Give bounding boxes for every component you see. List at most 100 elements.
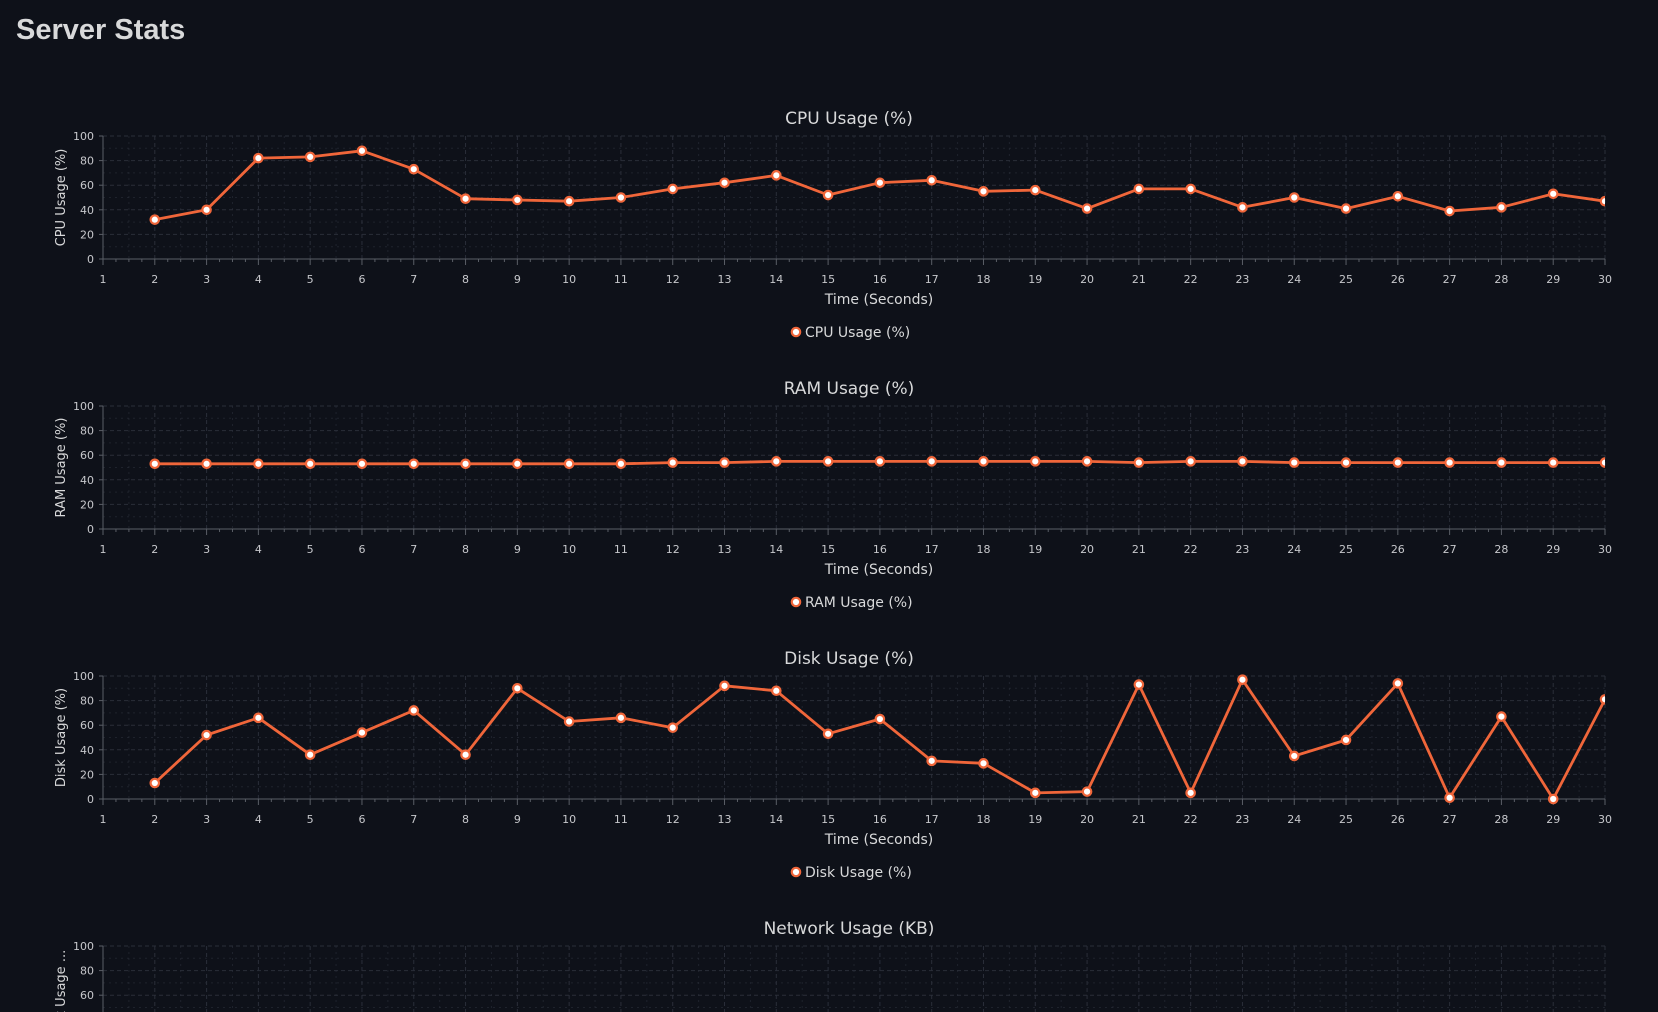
series-0: [149, 456, 1605, 470]
y-tick-label: 40: [80, 474, 94, 487]
x-tick-label: 23: [1235, 273, 1249, 286]
data-point: [1599, 694, 1605, 705]
x-tick-label: 23: [1235, 543, 1249, 556]
y-tick-label: 80: [80, 695, 94, 708]
data-point: [822, 728, 834, 740]
data-point: [1133, 183, 1145, 195]
x-tick-label: 9: [514, 543, 521, 556]
x-tick-label: 3: [203, 543, 210, 556]
chart-title: CPU Usage (%): [785, 109, 913, 129]
x-tick-label: 25: [1339, 273, 1353, 286]
x-tick-label: 6: [358, 543, 365, 556]
data-point: [1288, 457, 1300, 468]
data-point: [1547, 188, 1559, 200]
x-tick-label: 17: [925, 273, 939, 286]
data-point: [822, 456, 834, 467]
data-point: [408, 705, 420, 716]
data-point: [563, 716, 575, 727]
data-point: [1599, 195, 1605, 207]
data-point: [1340, 457, 1352, 468]
data-point: [408, 458, 420, 470]
y-axis-label: RAM Usage (%): [54, 418, 69, 518]
legend-label: RAM Usage (%): [805, 595, 913, 611]
x-tick-label: 8: [462, 813, 469, 826]
x-tick-label: 21: [1132, 813, 1146, 826]
x-tick-label: 12: [666, 543, 680, 556]
y-tick-label: 0: [87, 793, 94, 806]
data-point: [1340, 734, 1352, 746]
data-point: [253, 152, 264, 164]
data-point: [201, 729, 212, 741]
x-tick-label: 19: [1028, 543, 1042, 556]
data-point: [1288, 750, 1300, 762]
x-tick-label: 15: [821, 543, 835, 556]
data-point: [719, 680, 730, 692]
x-tick-label: 4: [255, 813, 262, 826]
data-point: [1547, 793, 1559, 805]
x-tick-label: 17: [925, 813, 939, 826]
y-tick-label: 80: [80, 425, 94, 438]
y-tick-label: 20: [80, 498, 94, 511]
chart-title: Disk Usage (%): [784, 649, 914, 669]
data-point: [874, 456, 886, 467]
data-point: [1288, 192, 1300, 203]
x-tick-label: 16: [873, 813, 887, 826]
data-point: [1496, 457, 1507, 468]
data-point: [1340, 203, 1352, 214]
y-tick-label: 100: [73, 130, 94, 143]
data-point: [253, 712, 264, 724]
x-tick-label: 28: [1494, 813, 1508, 826]
data-point: [304, 749, 316, 761]
y-tick-label: 40: [80, 744, 94, 757]
x-tick-label: 21: [1132, 273, 1146, 286]
x-tick-label: 12: [666, 273, 680, 286]
data-point: [667, 722, 679, 733]
data-point: [719, 457, 730, 468]
data-point: [926, 456, 937, 467]
data-point: [615, 192, 627, 203]
data-point: [771, 456, 782, 467]
series-0: [149, 145, 1605, 225]
data-point: [1496, 202, 1507, 213]
data-point: [978, 456, 989, 467]
data-point: [771, 170, 782, 181]
data-point: [1496, 711, 1507, 722]
x-tick-label: 7: [410, 543, 417, 556]
x-tick-label: 27: [1443, 273, 1457, 286]
x-tick-label: 30: [1598, 273, 1612, 286]
x-tick-label: 2: [151, 543, 158, 556]
x-tick-label: 20: [1080, 273, 1094, 286]
data-point: [1133, 679, 1145, 690]
x-tick-label: 8: [462, 543, 469, 556]
x-tick-label: 30: [1598, 543, 1612, 556]
data-point: [201, 204, 212, 216]
x-tick-label: 5: [307, 543, 314, 556]
x-tick-label: 1: [100, 543, 107, 556]
y-axis-label: Network Usage ...: [54, 950, 69, 1012]
data-point: [512, 682, 523, 694]
data-point: [460, 458, 471, 470]
x-tick-label: 18: [976, 273, 990, 286]
chart-title: RAM Usage (%): [784, 379, 915, 399]
data-point: [563, 458, 575, 470]
data-point: [1081, 203, 1093, 214]
x-tick-label: 16: [873, 543, 887, 556]
data-point: [408, 163, 420, 175]
y-tick-label: 20: [80, 768, 94, 781]
data-point: [1185, 183, 1196, 195]
x-tick-label: 18: [976, 813, 990, 826]
x-tick-label: 3: [203, 273, 210, 286]
data-point: [1185, 456, 1196, 467]
x-tick-label: 22: [1184, 273, 1198, 286]
data-point: [874, 713, 886, 725]
data-point: [926, 755, 937, 767]
x-tick-label: 2: [151, 813, 158, 826]
x-tick-label: 19: [1028, 273, 1042, 286]
data-point: [615, 712, 627, 724]
y-tick-label: 40: [80, 204, 94, 217]
x-tick-label: 21: [1132, 543, 1146, 556]
data-point: [512, 194, 523, 206]
y-tick-label: 80: [80, 155, 94, 168]
x-tick-label: 13: [718, 273, 732, 286]
x-tick-label: 15: [821, 813, 835, 826]
